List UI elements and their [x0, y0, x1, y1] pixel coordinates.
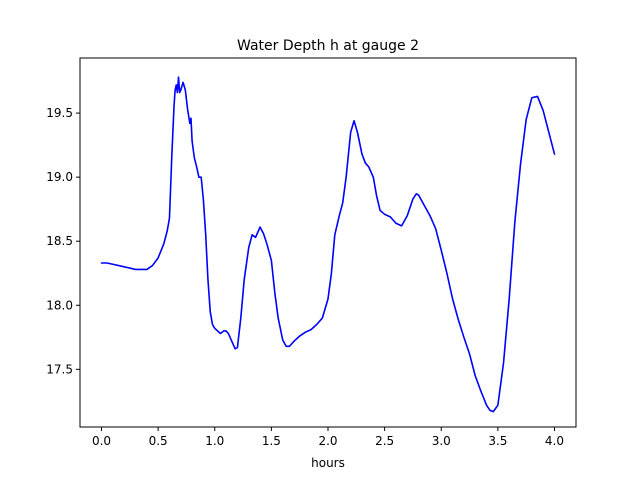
x-tick-label: 1.0 — [205, 434, 224, 448]
x-tick-label: 3.5 — [488, 434, 507, 448]
x-tick-label: 1.5 — [262, 434, 281, 448]
y-tick-label: 18.0 — [46, 298, 73, 312]
x-axis-label: hours — [311, 456, 345, 470]
x-axis-ticks: 0.0 0.5 1.0 1.5 2.0 2.5 3.0 3.5 4.0 — [92, 427, 564, 448]
y-tick-label: 17.5 — [46, 362, 73, 376]
x-tick-label: 4.0 — [545, 434, 564, 448]
series-line-0 — [100, 76, 556, 413]
y-tick-label: 18.5 — [46, 234, 73, 248]
x-tick-label: 2.0 — [318, 434, 337, 448]
x-tick-label: 2.5 — [375, 434, 394, 448]
x-tick-label: 3.0 — [432, 434, 451, 448]
chart-title: Water Depth h at gauge 2 — [237, 38, 419, 54]
plot-area — [100, 76, 556, 413]
y-tick-label: 19.0 — [46, 170, 73, 184]
y-axis-ticks: 17.5 18.0 18.5 19.0 19.5 — [46, 106, 80, 376]
y-tick-label: 19.5 — [46, 106, 73, 120]
x-tick-label: 0.0 — [92, 434, 111, 448]
x-tick-label: 0.5 — [149, 434, 168, 448]
